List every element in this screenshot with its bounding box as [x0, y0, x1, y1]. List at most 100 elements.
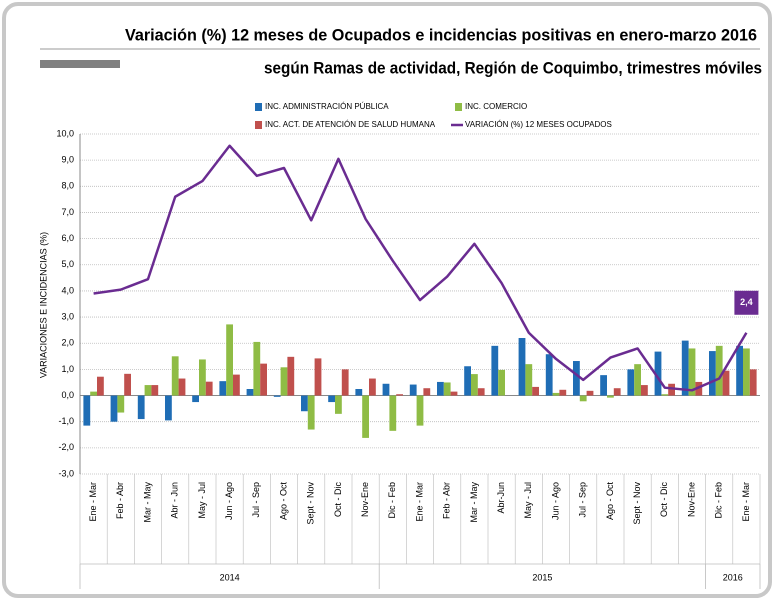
- legend-swatch: [255, 121, 262, 129]
- bar: [219, 381, 227, 396]
- y-axis-label: VARIACIONES E INCIDENCIAS (%): [38, 232, 48, 378]
- bar: [695, 381, 703, 396]
- bar: [532, 386, 539, 396]
- bar: [491, 345, 499, 396]
- group-label: 2016: [723, 572, 743, 582]
- bar: [641, 385, 648, 396]
- bar: [749, 369, 757, 396]
- x-tick-label: Ago - Oct: [605, 482, 615, 521]
- bar: [600, 375, 607, 396]
- bar: [355, 389, 363, 396]
- bar: [205, 381, 213, 396]
- y-tick-label: 10,0: [56, 128, 74, 138]
- x-tick-label: Jul - Sep: [578, 482, 588, 518]
- bar: [382, 383, 390, 396]
- y-tick-label: 2,0: [61, 338, 74, 348]
- bar: [97, 376, 104, 396]
- legend-swatch: [455, 103, 462, 111]
- bar: [171, 356, 179, 396]
- x-tick-label: Feb - Abr: [442, 482, 452, 519]
- bar: [396, 394, 403, 396]
- bar: [559, 389, 567, 396]
- legend-label: INC. ADMINISTRACIÓN PÚBLICA: [265, 102, 389, 111]
- bar: [525, 364, 533, 396]
- legend-label: INC. COMERCIO: [465, 102, 527, 111]
- bar: [579, 395, 587, 402]
- bar: [743, 348, 750, 396]
- bar: [151, 385, 159, 396]
- bar: [709, 351, 716, 396]
- x-tick-label: Jun - Ago: [224, 482, 234, 520]
- legend-label: VARIACIÓN (%) 12 MESES OCUPADOS: [465, 120, 612, 129]
- bar: [409, 384, 417, 396]
- x-tick-label: Dic - Feb: [387, 482, 397, 519]
- x-tick-label: Abr - Jun: [170, 482, 180, 519]
- bar: [613, 388, 621, 396]
- y-tick-label: 7,0: [61, 207, 74, 217]
- bar: [389, 395, 397, 431]
- bar: [335, 395, 342, 414]
- bar: [246, 389, 254, 396]
- bar: [437, 381, 444, 396]
- x-tick-label: Nov-Ene: [686, 482, 696, 517]
- bar: [464, 366, 471, 396]
- y-tick-label: -1,0: [58, 416, 74, 426]
- x-tick-label: May - Jul: [197, 482, 207, 519]
- x-tick-label: Ene - Mar: [414, 482, 424, 522]
- y-tick-label: 6,0: [61, 233, 74, 243]
- bar: [341, 369, 349, 396]
- x-tick-label: Oct - Dic: [659, 482, 669, 517]
- bar: [545, 354, 553, 396]
- bar: [477, 388, 485, 396]
- bar: [715, 345, 723, 396]
- bar: [117, 395, 125, 413]
- bar: [586, 390, 594, 396]
- bar: [301, 395, 308, 412]
- bar: [416, 395, 424, 426]
- bar: [518, 338, 526, 396]
- y-tick-label: -2,0: [58, 442, 74, 452]
- x-tick-label: Feb - Abr: [115, 482, 125, 519]
- group-label: 2014: [220, 572, 240, 582]
- x-tick-label: Nov-Ene: [360, 482, 370, 517]
- y-tick-label: 9,0: [61, 155, 74, 165]
- bar: [307, 395, 315, 430]
- bar: [287, 356, 295, 396]
- bar: [736, 345, 743, 396]
- bar: [471, 374, 478, 396]
- y-tick-label: 5,0: [61, 259, 74, 269]
- x-tick-label: Ene - Mar: [741, 482, 751, 522]
- x-tick-label: Ene - Mar: [88, 482, 98, 522]
- line: [93, 144, 748, 392]
- bar: [178, 378, 186, 396]
- title-bar: [40, 60, 120, 68]
- data-label: 2,4: [740, 297, 753, 307]
- bar: [552, 392, 560, 396]
- x-tick-label: Dic - Feb: [714, 482, 724, 519]
- annotation-box: [734, 290, 759, 315]
- y-tick-label: 3,0: [61, 311, 74, 321]
- bar: [226, 324, 233, 396]
- bar: [253, 341, 261, 396]
- bar: [137, 395, 145, 420]
- bar: [654, 351, 662, 396]
- bar: [443, 382, 451, 396]
- y-tick-label: 1,0: [61, 364, 74, 374]
- x-tick-label: Sept - Nov: [306, 482, 316, 525]
- x-tick-label: Sept - Nov: [632, 482, 642, 525]
- bar: [498, 369, 505, 396]
- bar: [450, 391, 458, 396]
- bar: [83, 395, 91, 426]
- bar: [688, 348, 696, 396]
- bar: [328, 395, 335, 403]
- legend-label: INC. ACT. DE ATENCIÓN DE SALUD HUMANA: [265, 120, 436, 129]
- bar: [165, 395, 172, 421]
- bar: [661, 394, 669, 396]
- x-tick-label: Jul - Sep: [251, 482, 261, 518]
- x-tick-label: Jun - Ago: [550, 482, 560, 520]
- y-tick-label: 4,0: [61, 285, 74, 295]
- chart-title: Variación (%) 12 meses de Ocupados e inc…: [125, 25, 757, 44]
- bar: [124, 373, 131, 396]
- y-tick-label: -3,0: [58, 468, 74, 478]
